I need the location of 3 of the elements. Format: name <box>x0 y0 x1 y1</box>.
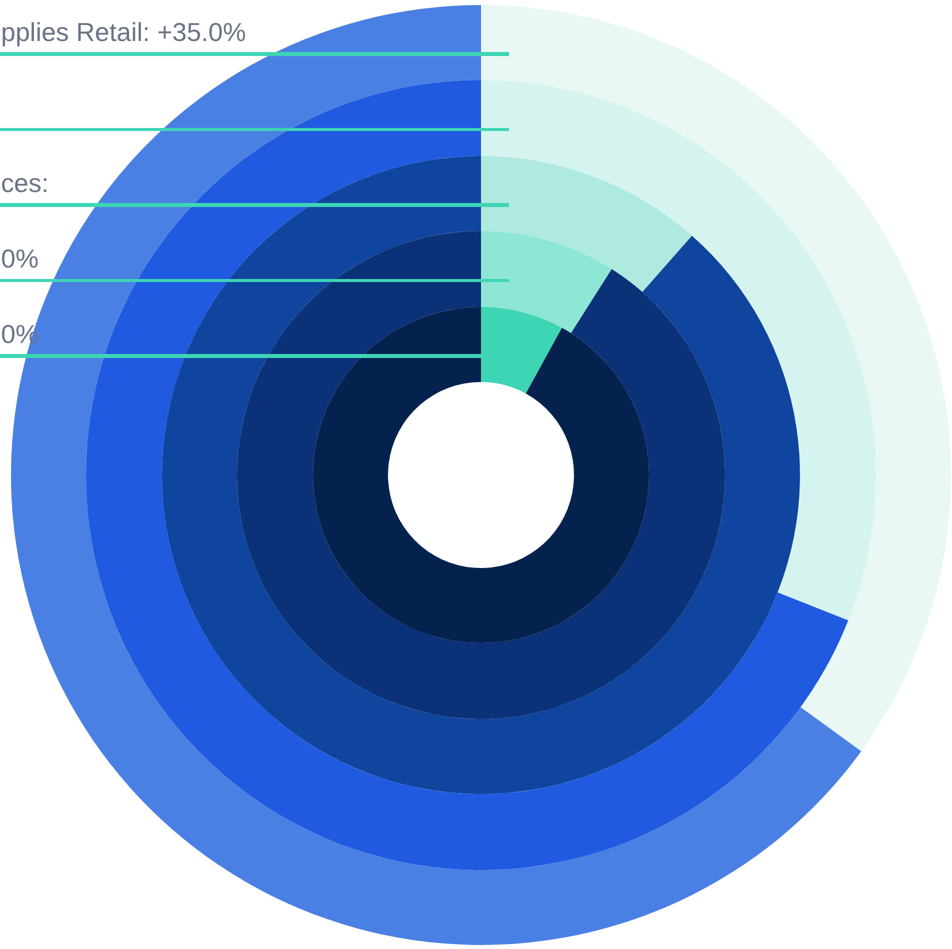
text: pplies Retail: +35.0% <box>1 16 246 47</box>
text: 0% <box>1 243 39 274</box>
text: ces: <box>1 168 49 198</box>
